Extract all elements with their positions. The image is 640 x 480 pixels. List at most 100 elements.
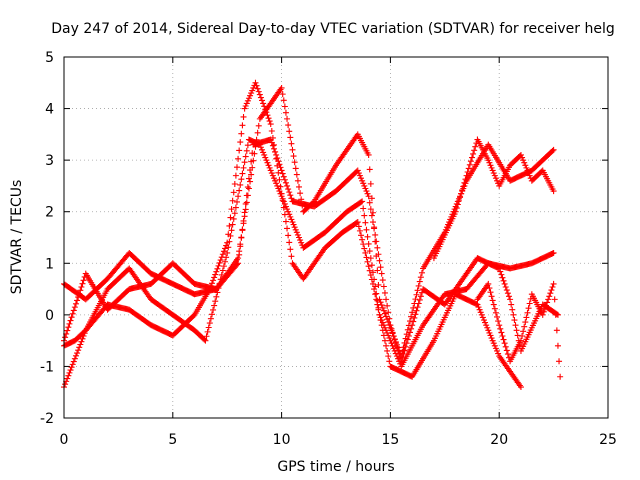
- data-point: [550, 188, 557, 195]
- data-point: [241, 159, 248, 166]
- data-point: [264, 112, 271, 119]
- data-point: [296, 234, 303, 241]
- data-point: [287, 246, 294, 253]
- data-point: [545, 296, 552, 303]
- data-point: [380, 283, 387, 290]
- data-point: [411, 314, 418, 321]
- data-point: [252, 143, 259, 150]
- data-points: [61, 79, 564, 391]
- y-tick-label: -2: [40, 411, 54, 427]
- data-point: [248, 90, 255, 97]
- data-point: [385, 353, 392, 360]
- data-point: [413, 307, 420, 314]
- data-point: [502, 284, 509, 291]
- data-point: [401, 339, 408, 346]
- data-point: [524, 309, 531, 316]
- data-point: [236, 248, 243, 255]
- data-point: [220, 263, 227, 270]
- x-tick-label: 25: [599, 432, 617, 448]
- data-point: [547, 290, 554, 297]
- data-point: [362, 219, 369, 226]
- data-point: [288, 253, 295, 260]
- data-point: [362, 185, 369, 192]
- data-point: [411, 300, 418, 307]
- data-point: [549, 147, 556, 154]
- data-point: [454, 201, 461, 208]
- data-point: [354, 167, 361, 174]
- series-track-2: [61, 136, 557, 370]
- data-point: [361, 245, 368, 252]
- y-tick-label: -1: [40, 359, 54, 375]
- data-point: [381, 337, 388, 344]
- data-point: [487, 162, 494, 169]
- data-point: [360, 205, 367, 212]
- data-point: [520, 157, 527, 164]
- data-point: [387, 337, 394, 344]
- data-point: [242, 153, 249, 160]
- data-point: [491, 342, 498, 349]
- x-tick-label: 0: [60, 432, 69, 448]
- data-point: [230, 189, 237, 196]
- data-point: [236, 187, 243, 194]
- data-point: [280, 173, 287, 180]
- data-point: [245, 95, 252, 102]
- data-point: [549, 284, 556, 291]
- data-point: [513, 327, 520, 334]
- data-point: [376, 296, 383, 303]
- data-point: [213, 293, 220, 300]
- data-point: [242, 206, 249, 213]
- data-point: [243, 147, 250, 154]
- data-point: [463, 172, 470, 179]
- data-point: [377, 264, 384, 271]
- data-point: [201, 336, 208, 343]
- data-point: [294, 177, 301, 184]
- data-point: [243, 100, 250, 107]
- data-point: [282, 179, 289, 186]
- data-point: [220, 248, 227, 255]
- data-point: [487, 289, 494, 296]
- data-point: [453, 205, 460, 212]
- data-point: [371, 286, 378, 293]
- data-point: [231, 180, 238, 187]
- data-point: [75, 347, 82, 354]
- grid: [64, 57, 608, 418]
- data-point: [286, 128, 293, 135]
- data-point: [235, 255, 242, 262]
- data-point: [204, 328, 211, 335]
- data-point: [501, 280, 508, 287]
- data-point: [278, 190, 285, 197]
- data-point: [65, 324, 72, 331]
- data-point: [285, 208, 292, 215]
- x-tick-label: 15: [381, 432, 399, 448]
- data-point: [362, 249, 369, 256]
- data-point: [255, 88, 262, 95]
- data-point: [281, 200, 288, 207]
- data-point: [65, 372, 72, 379]
- data-point: [289, 146, 296, 153]
- data-point: [245, 175, 252, 182]
- data-point: [257, 144, 264, 151]
- data-point: [392, 338, 399, 345]
- data-point: [386, 358, 393, 365]
- data-point: [492, 175, 499, 182]
- data-point: [216, 259, 223, 266]
- data-point: [389, 330, 396, 337]
- data-point: [417, 293, 424, 300]
- data-point: [380, 332, 387, 339]
- data-point: [358, 175, 365, 182]
- data-point: [373, 290, 380, 297]
- data-point: [369, 219, 376, 226]
- data-point: [376, 257, 383, 264]
- data-point: [280, 97, 287, 104]
- data-point: [274, 155, 281, 162]
- data-point: [254, 129, 261, 136]
- data-point: [206, 320, 213, 327]
- data-point: [279, 91, 286, 98]
- data-point: [240, 220, 247, 227]
- data-point: [279, 197, 286, 204]
- data-point: [237, 241, 244, 248]
- data-point: [268, 128, 275, 135]
- data-point: [414, 287, 421, 294]
- data-point: [68, 364, 75, 371]
- data-point: [500, 277, 507, 284]
